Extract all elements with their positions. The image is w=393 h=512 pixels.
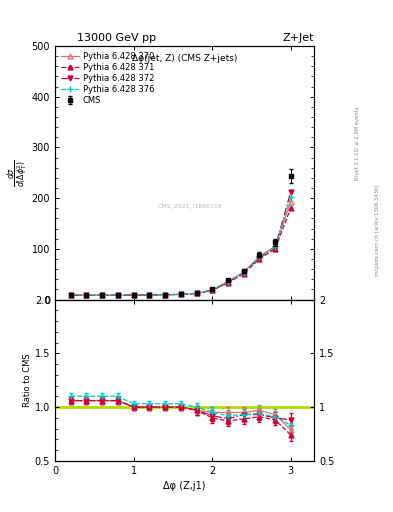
Pythia 6.428 370 [84,292,89,298]
Pythia 6.428 371 [100,292,105,298]
Pythia 6.428 376 [288,194,293,200]
Pythia 6.428 372 [288,188,293,195]
Line: Pythia 6.428 372: Pythia 6.428 372 [68,189,293,297]
Pythia 6.428 376 [131,292,136,298]
Pythia 6.428 370 [210,287,215,293]
Pythia 6.428 376 [273,244,277,250]
Pythia 6.428 376 [194,290,199,296]
Line: Pythia 6.428 376: Pythia 6.428 376 [68,195,294,298]
Pythia 6.428 372 [163,292,167,298]
Pythia 6.428 372 [226,279,230,285]
Pythia 6.428 370 [147,292,152,298]
Pythia 6.428 370 [226,278,230,284]
Line: Pythia 6.428 370: Pythia 6.428 370 [68,199,293,297]
Pythia 6.428 376 [226,279,230,285]
Text: Rivet 3.1.10; ≥ 2.9M events: Rivet 3.1.10; ≥ 2.9M events [355,106,360,180]
Pythia 6.428 370 [178,291,183,297]
Pythia 6.428 376 [241,270,246,276]
Pythia 6.428 371 [116,292,120,298]
Pythia 6.428 370 [116,292,120,298]
Pythia 6.428 371 [226,280,230,286]
Pythia 6.428 370 [241,269,246,275]
Pythia 6.428 370 [194,290,199,296]
Pythia 6.428 376 [100,292,105,298]
Legend: Pythia 6.428 370, Pythia 6.428 371, Pythia 6.428 372, Pythia 6.428 376, CMS: Pythia 6.428 370, Pythia 6.428 371, Pyth… [59,50,156,107]
Pythia 6.428 372 [273,245,277,251]
Pythia 6.428 371 [257,256,262,262]
Pythia 6.428 370 [131,292,136,298]
Text: 13000 GeV pp: 13000 GeV pp [77,33,156,44]
X-axis label: Δφ (Z,j1): Δφ (Z,j1) [163,481,206,491]
Pythia 6.428 371 [147,292,152,298]
Y-axis label: Ratio to CMS: Ratio to CMS [23,353,32,407]
Y-axis label: $\frac{d\sigma}{d(\Delta\phi^{2}_T)}$: $\frac{d\sigma}{d(\Delta\phi^{2}_T)}$ [6,159,30,187]
Pythia 6.428 371 [273,246,277,252]
Text: mcplots.cern.ch [arXiv:1306.3436]: mcplots.cern.ch [arXiv:1306.3436] [375,185,380,276]
Pythia 6.428 376 [147,292,152,298]
Pythia 6.428 376 [68,292,73,298]
Text: Δφ(jet, Z) (CMS Z+jets): Δφ(jet, Z) (CMS Z+jets) [132,54,237,62]
Pythia 6.428 371 [288,205,293,211]
Pythia 6.428 371 [131,292,136,298]
Pythia 6.428 372 [68,292,73,298]
Pythia 6.428 371 [163,292,167,298]
Pythia 6.428 371 [210,287,215,293]
Pythia 6.428 376 [257,254,262,261]
Pythia 6.428 371 [84,292,89,298]
Pythia 6.428 370 [273,243,277,249]
Text: Z+Jet: Z+Jet [283,33,314,44]
Pythia 6.428 376 [210,287,215,293]
Pythia 6.428 376 [163,291,167,297]
Pythia 6.428 371 [241,271,246,277]
Pythia 6.428 370 [163,292,167,298]
Line: Pythia 6.428 371: Pythia 6.428 371 [68,205,293,297]
Pythia 6.428 371 [178,291,183,297]
Pythia 6.428 370 [288,199,293,205]
Pythia 6.428 372 [194,290,199,296]
Pythia 6.428 376 [178,291,183,297]
Pythia 6.428 370 [68,292,73,298]
Pythia 6.428 372 [131,292,136,298]
Pythia 6.428 376 [84,292,89,298]
Pythia 6.428 372 [257,255,262,261]
Pythia 6.428 372 [178,291,183,297]
Pythia 6.428 372 [241,270,246,276]
Pythia 6.428 370 [257,253,262,260]
Pythia 6.428 372 [84,292,89,298]
Pythia 6.428 372 [210,287,215,293]
Pythia 6.428 371 [194,290,199,296]
Pythia 6.428 370 [100,292,105,298]
Pythia 6.428 372 [147,292,152,298]
Text: CMS_2021_I1866118: CMS_2021_I1866118 [158,203,222,208]
Pythia 6.428 372 [116,292,120,298]
Pythia 6.428 371 [68,292,73,298]
Pythia 6.428 372 [100,292,105,298]
Pythia 6.428 376 [116,292,120,298]
